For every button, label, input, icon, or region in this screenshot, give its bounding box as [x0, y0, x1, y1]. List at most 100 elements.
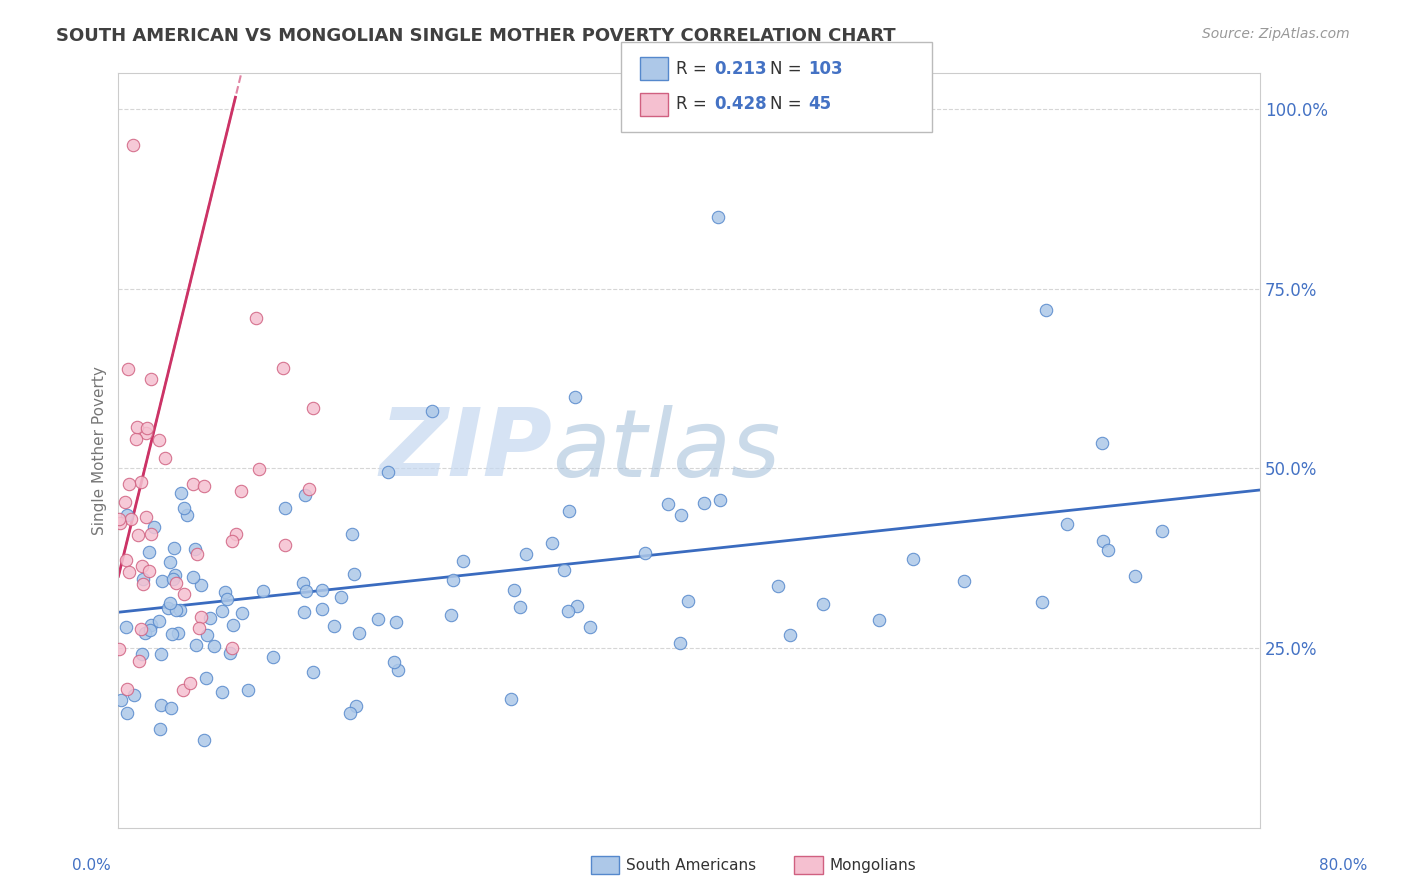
South Americans [222, 618, 245, 632]
South Americans [214, 585, 236, 599]
Mongolians [229, 484, 252, 499]
South Americans [671, 508, 693, 522]
South Americans [115, 508, 138, 522]
Mongolians [225, 526, 247, 541]
Y-axis label: Single Mother Poverty: Single Mother Poverty [93, 366, 107, 535]
Mongolians [114, 494, 136, 508]
South Americans [149, 698, 172, 713]
South Americans [565, 599, 588, 613]
South Americans [503, 583, 526, 598]
Mongolians [107, 512, 129, 526]
Text: 0.428: 0.428 [714, 95, 766, 113]
South Americans [184, 541, 207, 556]
South Americans [1031, 595, 1053, 609]
Mongolians [190, 610, 212, 624]
South Americans [1152, 524, 1174, 539]
Mongolians [125, 433, 148, 447]
South Americans [311, 582, 333, 597]
South Americans [564, 390, 586, 404]
South Americans [439, 608, 461, 623]
South Americans [766, 579, 789, 593]
South Americans [262, 650, 284, 665]
South Americans [903, 551, 925, 566]
Mongolians [165, 576, 187, 591]
Mongolians [221, 533, 243, 548]
South Americans [387, 663, 409, 677]
South Americans [669, 636, 692, 650]
Text: Source: ZipAtlas.com: Source: ZipAtlas.com [1202, 27, 1350, 41]
South Americans [134, 626, 156, 640]
South Americans [515, 547, 537, 561]
South Americans [197, 628, 219, 642]
South Americans [160, 701, 183, 715]
South Americans [709, 493, 731, 508]
Mongolians [274, 538, 297, 552]
Mongolians [121, 137, 143, 152]
Text: ZIP: ZIP [380, 404, 553, 497]
South Americans [509, 600, 531, 615]
Mongolians [186, 547, 208, 561]
South Americans [451, 554, 474, 568]
South Americans [195, 671, 218, 685]
South Americans [170, 486, 193, 500]
Text: 0.0%: 0.0% [72, 858, 111, 872]
Mongolians [117, 362, 139, 376]
South Americans [349, 625, 371, 640]
Text: R =: R = [676, 95, 713, 113]
South Americans [169, 602, 191, 616]
South Americans [323, 618, 346, 632]
Mongolians [128, 654, 150, 668]
South Americans [292, 575, 315, 590]
South Americans [202, 640, 225, 654]
Mongolians [148, 433, 170, 447]
South Americans [165, 603, 187, 617]
Text: 0.213: 0.213 [714, 60, 766, 78]
South Americans [215, 592, 238, 607]
South Americans [953, 574, 976, 589]
Mongolians [153, 451, 176, 466]
South Americans [184, 638, 207, 652]
South Americans [183, 569, 205, 583]
South Americans [252, 583, 274, 598]
Text: Mongolians: Mongolians [830, 858, 917, 872]
South Americans [131, 647, 153, 661]
South Americans [219, 646, 242, 660]
Mongolians [221, 640, 243, 655]
South Americans [163, 541, 186, 556]
South Americans [868, 613, 890, 627]
South Americans [167, 626, 190, 640]
Text: 80.0%: 80.0% [1319, 858, 1367, 872]
South Americans [384, 655, 406, 669]
South Americans [190, 578, 212, 592]
South Americans [165, 568, 187, 582]
South Americans [1097, 542, 1119, 557]
South Americans [231, 606, 253, 620]
South Americans [385, 615, 408, 630]
Mongolians [183, 477, 205, 491]
Text: SOUTH AMERICAN VS MONGOLIAN SINGLE MOTHER POVERTY CORRELATION CHART: SOUTH AMERICAN VS MONGOLIAN SINGLE MOTHE… [56, 27, 896, 45]
South Americans [160, 627, 183, 641]
South Americans [579, 620, 602, 634]
Mongolians [135, 510, 157, 524]
South Americans [633, 545, 655, 559]
South Americans [138, 545, 160, 559]
Mongolians [172, 682, 194, 697]
South Americans [1056, 516, 1078, 531]
Text: N =: N = [770, 60, 807, 78]
South Americans [132, 573, 155, 587]
South Americans [176, 508, 198, 522]
South Americans [238, 682, 260, 697]
Mongolians [173, 587, 195, 601]
Mongolians [188, 621, 211, 635]
South Americans [162, 572, 184, 586]
South Americans [706, 210, 728, 224]
South Americans [343, 566, 366, 581]
South Americans [173, 501, 195, 516]
South Americans [292, 606, 315, 620]
South Americans [302, 665, 325, 680]
South Americans [1090, 435, 1112, 450]
Mongolians [118, 477, 141, 491]
South Americans [157, 601, 180, 615]
South Americans [377, 465, 399, 479]
Mongolians [135, 426, 157, 441]
